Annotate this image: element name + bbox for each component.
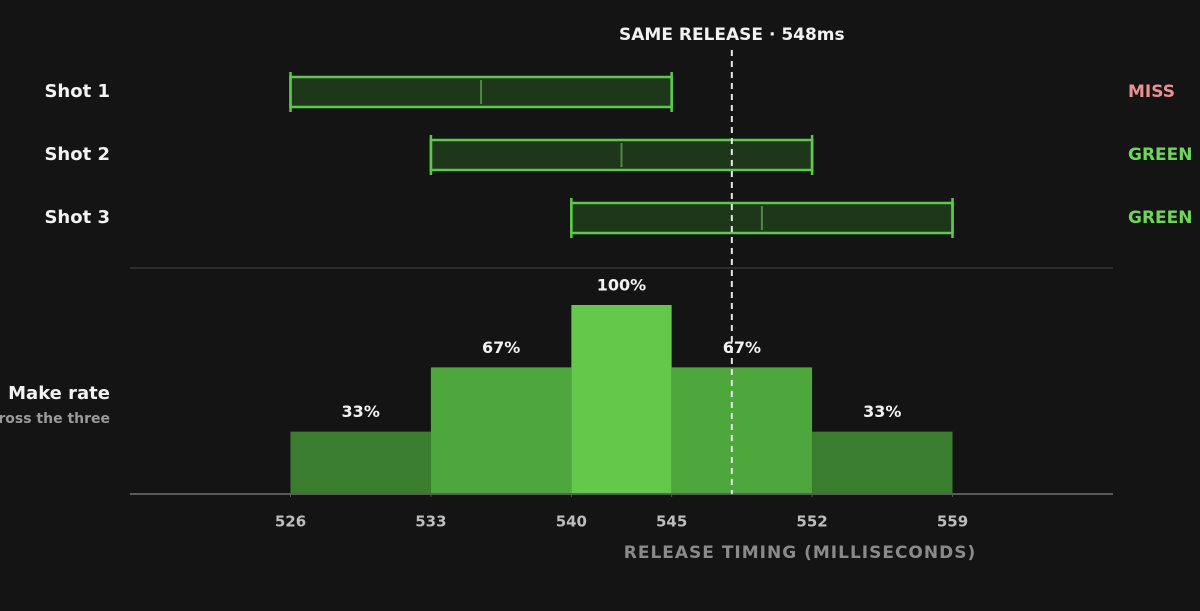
x-tick-label: 533 [415, 513, 446, 531]
x-tick-label: 545 [656, 513, 687, 531]
histogram-bar [430, 367, 572, 494]
value-label: 100% [597, 276, 646, 295]
shot-result: MISS [1128, 82, 1175, 102]
x-axis-title: RELEASE TIMING (MILLISECONDS) [624, 543, 976, 563]
histogram-bar [671, 367, 813, 494]
release-annotation: SAME RELEASE · 548ms [619, 25, 845, 45]
value-label: 67% [723, 338, 761, 357]
value-label: 33% [342, 402, 380, 421]
histogram-bar [571, 305, 672, 494]
shot-result: GREEN [1128, 208, 1193, 228]
x-tick-label: 540 [556, 513, 587, 531]
make-rate-label: Make rate [8, 383, 110, 404]
x-tick-label: 552 [796, 513, 827, 531]
shot-label: Shot 3 [44, 207, 110, 228]
make-rate-sublabel: across the three [0, 411, 110, 427]
shot-label: Shot 2 [44, 144, 110, 165]
histogram-bar [812, 431, 953, 494]
histogram-bar [290, 431, 431, 494]
x-tick-label: 559 [937, 513, 968, 531]
x-tick-label: 526 [275, 513, 306, 531]
shot-label: Shot 1 [44, 81, 110, 102]
value-label: 67% [482, 338, 520, 357]
shot-result: GREEN [1128, 145, 1193, 165]
value-label: 33% [863, 402, 901, 421]
